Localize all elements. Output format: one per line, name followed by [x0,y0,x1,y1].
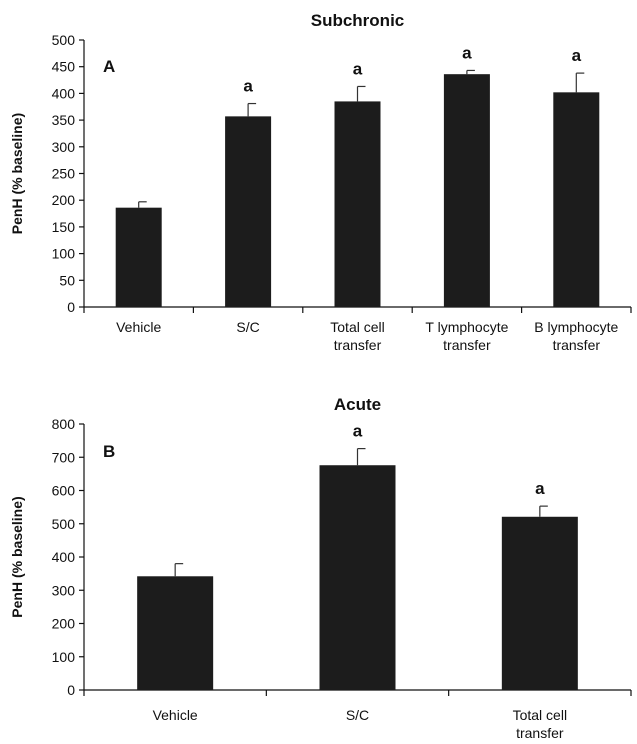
y-tick-label: 400 [52,85,76,101]
x-tick-label: Total cell transfer [513,707,567,741]
error-bar [174,563,184,577]
x-tick-label-line: Vehicle [116,319,161,335]
x-tick-label-line: transfer [334,337,382,353]
y-tick-label: 0 [67,682,75,698]
significance-label: a [572,46,582,65]
x-tick-label-line: Vehicle [153,707,198,723]
bar-1 [137,576,214,690]
bar-1 [115,207,162,307]
y-tick-label: 400 [52,549,76,565]
bar-5 [553,92,600,307]
bar-4 [443,74,490,308]
x-tick-label-line: transfer [553,337,601,353]
error-bar [138,201,147,208]
x-tick-label: Total cell transfer [330,319,384,353]
chart-title: Acute [334,395,381,414]
y-tick-label: 500 [52,516,76,532]
bar-3 [501,516,578,690]
significance-label: a [353,422,363,441]
y-axis-label: PenH (% baseline) [9,113,25,234]
significance-label: a [462,43,472,62]
bar-2 [225,116,272,307]
y-tick-label: 600 [52,483,76,499]
error-bar [356,448,366,466]
x-tick-label-line: S/C [346,707,369,723]
y-tick-label: 250 [52,166,76,182]
x-tick-label-line: S/C [236,319,259,335]
y-tick-label: 300 [52,582,76,598]
error-bar [356,85,366,102]
y-tick-label: 100 [52,246,76,262]
x-tick-label-line: Total cell [513,707,567,723]
y-tick-label: 700 [52,449,76,465]
x-tick-label-line: transfer [516,725,564,741]
significance-label: a [243,77,253,96]
chart-panel-a: Subchronic 0 50 100 150 200 250 300 350 400 450 500… [9,11,632,353]
y-axis-label: PenH (% baseline) [9,496,25,617]
x-tick-label-line: transfer [443,337,491,353]
y-tick-label: 450 [52,59,76,75]
chart-title: Subchronic [311,11,405,30]
y-tick-label: 100 [52,649,76,665]
x-tick-label-line: T lymphocyte [425,319,508,335]
x-tick-label: Vehicle [116,319,161,335]
y-tick-label: 300 [52,139,76,155]
x-tick-label-line: Total cell [330,319,384,335]
bar-2 [319,465,396,690]
x-tick-label-line: B lymphocyte [534,319,618,335]
x-tick-label: T lymphocyte transfer [425,319,508,353]
x-tick-label: S/C [236,319,259,335]
y-tick-label: 150 [52,219,76,235]
significance-label: a [535,479,545,498]
y-tick-label: 350 [52,112,76,128]
error-bar [466,69,475,75]
y-tick-label: 800 [52,416,76,432]
error-bar [539,505,548,517]
panel-label: B [103,442,115,461]
error-bar [575,72,585,93]
panel-label: A [103,57,115,76]
y-tick-label: 0 [67,299,75,315]
x-tick-label: B lymphocyte transfer [534,319,618,353]
bar-3 [334,101,381,307]
y-tick-label: 500 [52,32,76,48]
chart-panel-b: Acute 0 100 200 300 400 500 600 700 800 PenH (% ba… [9,395,632,741]
x-tick-label: Vehicle [153,707,198,723]
y-tick-label: 200 [52,616,76,632]
error-bar [247,102,257,117]
x-tick-label: S/C [346,707,369,723]
significance-label: a [353,59,363,78]
y-tick-label: 200 [52,192,76,208]
y-tick-label: 50 [59,272,75,288]
